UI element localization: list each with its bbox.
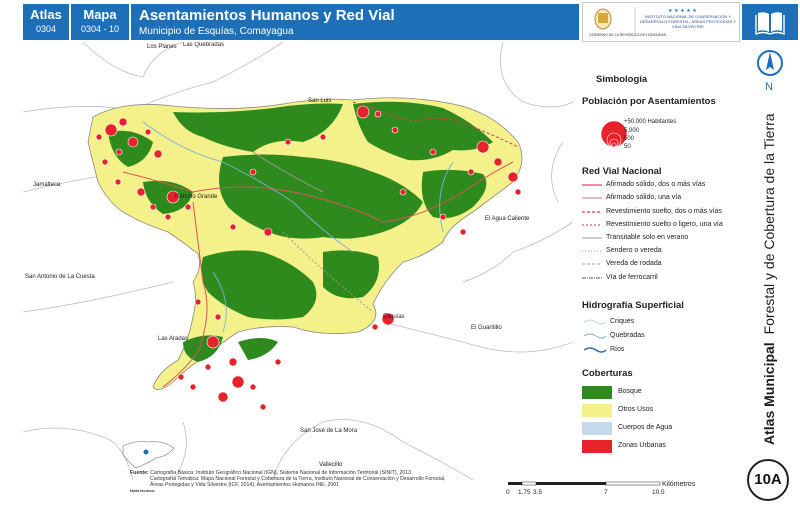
road-type-6: Sendero o vereda: [606, 247, 662, 254]
map-canvas[interactable]: [23, 42, 573, 480]
page-title: Asentamientos Humanos y Red Vial: [139, 7, 395, 24]
page-subtitle: Municipio de Esquías, Comayagua: [139, 26, 294, 37]
cover-cuerpos-agua: Cuerpos de Agua: [618, 424, 673, 431]
legend-title: Simbología: [596, 74, 648, 85]
road-network: [122, 101, 519, 388]
municipal-boundaries: [23, 42, 573, 480]
header: Atlas 0304 Mapa 0304 - 10 Asentamientos …: [0, 0, 800, 42]
place-vallecillo: Vallecillo: [319, 462, 343, 468]
legend-roads-title: Red Vial Nacional: [582, 166, 662, 177]
scale-bar: 0 1.75 3.5 7 10.5 Kilómetros: [500, 478, 740, 500]
map-legend: Simbología Población por Asentamientos +…: [578, 70, 738, 453]
open-book-icon: [755, 12, 785, 36]
swatch-other-uses: [582, 404, 612, 417]
cover-otros-usos: Otros Usos: [618, 406, 654, 413]
scale-tick-4: 10.5: [652, 489, 665, 496]
page-badge-label: 10A: [754, 471, 782, 488]
hydro-criques: Criques: [610, 318, 635, 325]
cover-bosque: Bosque: [618, 388, 642, 395]
logo-left-text: GOBIERNO DE LA REPÚBLICA DE HONDURAS: [589, 33, 667, 37]
source-line-2: Cartografía Temática: Mapa Nacional Fore…: [150, 476, 446, 482]
settlements: [95, 105, 522, 411]
road-type-2: Afirmado sólido, una vía: [606, 194, 682, 201]
population-symbols: [600, 120, 628, 148]
road-type-3: Revestimiento suelto, dos o más vías: [606, 208, 722, 215]
hydro-quebradas: Quebradas: [610, 332, 645, 339]
icf-stars-icon: ★ ★ ★ ★ ★: [668, 8, 697, 14]
scale-tick-3: 7: [604, 489, 608, 496]
atlas-code: 0304: [35, 24, 57, 34]
hydro-symbols: [583, 319, 607, 353]
population-size-3: 500: [624, 136, 635, 142]
institution-logos: GOBIERNO DE LA REPÚBLICA DE HONDURAS ★ ★…: [582, 2, 740, 42]
source-note-label: Nota técnica:: [130, 488, 156, 493]
population-size-2: 5,000: [624, 128, 640, 134]
swatch-water: [582, 422, 612, 435]
municipality-area: [87, 97, 523, 390]
map-code-box: Mapa 0304 - 10: [71, 4, 129, 40]
source-line-3: Áreas Protegidas y Vida Silvestre (ICF, …: [150, 482, 340, 488]
legend-cover-title: Coberturas: [582, 368, 633, 379]
place-san-luis: San Luis: [308, 98, 332, 104]
place-san-jose-de-la-mora: San José de La Mora: [300, 428, 358, 434]
atlas-code-box: Atlas 0304: [23, 4, 69, 40]
place-las-aradas: Las Aradas: [158, 336, 189, 342]
road-type-1: Afirmado sólido, dos o más vías: [606, 181, 706, 188]
swatch-forest: [582, 386, 612, 399]
scale-tick-2: 3.5: [533, 489, 542, 496]
legend-hydro-title: Hidrografía Superficial: [582, 300, 684, 311]
north-label: N: [765, 81, 773, 92]
location-marker-icon: [143, 449, 149, 455]
atlas-title-rest: Forestal y de Cobertura de la Tierra: [761, 113, 777, 334]
road-type-4: Revestimiento suelto o ligero, una vía: [606, 221, 723, 228]
road-symbols: [582, 184, 602, 279]
svg-text:★ ★ ★ ★ ★: ★ ★ ★ ★ ★: [668, 8, 697, 14]
place-jamalteca: Jamalteca: [33, 182, 61, 188]
place-rancho-grande: Rancho Grande: [175, 194, 218, 200]
title-box: Asentamientos Humanos y Red Vial Municip…: [131, 4, 579, 40]
logos-graphic: GOBIERNO DE LA REPÚBLICA DE HONDURAS ★ ★…: [589, 7, 737, 37]
mapa-label: Mapa: [83, 7, 117, 22]
atlas-label: Atlas: [30, 7, 62, 22]
atlas-book-icon-box: [742, 4, 798, 40]
population-size-4: 50: [624, 144, 631, 150]
honduras-inset-map: [122, 441, 175, 469]
source-notes: Fuente: Cartografía Básica: Instituto Ge…: [130, 470, 510, 500]
road-type-7: Vereda de rodada: [606, 260, 662, 267]
place-las-quebradas: Las Quebradas: [183, 42, 225, 48]
place-el-agua-caliente: El Agua Caliente: [485, 216, 530, 222]
place-los-planes: Los Planes: [147, 44, 177, 50]
map-panel[interactable]: Los Planes Las Quebradas San Luis Jamalt…: [23, 42, 573, 480]
north-arrow-icon: N: [757, 50, 783, 92]
swatch-urban: [582, 440, 612, 453]
road-type-5: Transitable solo en verano: [606, 234, 689, 241]
page-badge: 10A: [747, 459, 789, 501]
place-el-guantillo: El Guantillo: [471, 325, 502, 331]
population-size-1: +50,000 Habitantes: [624, 119, 677, 125]
source-label: Fuente:: [130, 470, 149, 476]
vertical-atlas-title: Atlas Municipal Forestal y de Cobertura …: [752, 80, 782, 450]
atlas-title-bold: Atlas Municipal: [761, 342, 777, 445]
legend-population-title: Población por Asentamientos: [582, 96, 716, 107]
rivers: [142, 121, 454, 333]
honduras-seal-icon: [594, 8, 612, 30]
svg-text:Atlas Municipal Forestal: Atlas Municipal Forestal y de Cobertura …: [761, 113, 777, 445]
place-san-antonio: San Antonio de La Cuesta: [25, 274, 95, 280]
logo-right-text: INSTITUTO NACIONAL DE CONSERVACIÓN Y DES…: [639, 14, 737, 29]
cover-zonas-urbanas: Zonas Urbanas: [618, 442, 666, 449]
mapa-code: 0304 - 10: [80, 24, 120, 34]
forest-cover: [108, 101, 493, 362]
scale-tick-0: 0: [506, 489, 510, 496]
source-line-1: Cartografía Básica: Instituto Geográfico…: [150, 470, 412, 476]
hydro-rios: Ríos: [610, 346, 625, 353]
place-esquias: Esquías: [383, 314, 405, 320]
road-type-8: Vía de ferrocarril: [606, 274, 658, 281]
scale-tick-1: 1.75: [518, 489, 531, 496]
scale-unit: Kilómetros: [662, 481, 696, 488]
